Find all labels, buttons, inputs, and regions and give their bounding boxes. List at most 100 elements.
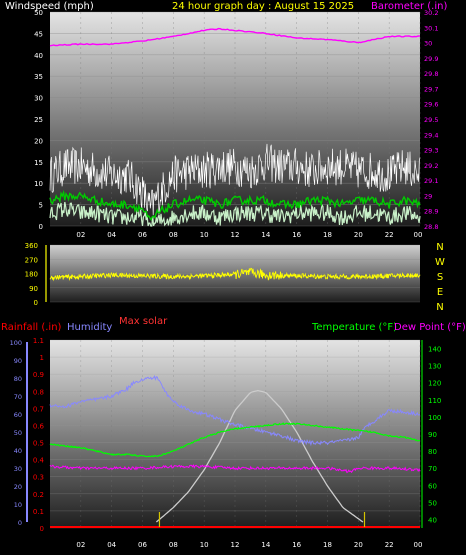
wind-x-tick: 22: [385, 231, 394, 239]
wind-y-tick: 10: [34, 180, 43, 188]
dewpoint-legend: Dew Point (°F): [394, 322, 466, 333]
wind-y-tick: 30: [34, 95, 43, 103]
rainfall-y-tick: 0.1: [33, 508, 44, 516]
data-layer: [49, 27, 421, 528]
temperature-x-tick: 04: [107, 541, 116, 549]
barometer-y-tick: 30: [424, 40, 432, 48]
wind-y-tick: 50: [34, 9, 43, 17]
barometer-y-tick: 28.9: [424, 208, 438, 216]
wind-gust-line: [49, 143, 421, 216]
temperature-x-tick: 18: [323, 541, 332, 549]
wind-x-tick: 08: [169, 231, 178, 239]
temperature-plot-area: [50, 340, 420, 528]
wind-low-line: [49, 201, 421, 227]
rainfall-y-tick: 1.1: [33, 337, 44, 345]
wind-x-tick: 00: [414, 231, 423, 239]
humidity-y-tick: 20: [14, 483, 22, 491]
temperature-y-tick: 90: [428, 431, 437, 439]
chart-title: 24 hour graph day : August 15 2025: [172, 1, 354, 12]
barometer-y-tick: 29.7: [424, 85, 438, 93]
barometer-line: [49, 27, 421, 47]
temperature-x-tick: 02: [76, 541, 85, 549]
humidity-y-tick: 90: [14, 357, 22, 365]
barometer-y-tick: 29.3: [424, 147, 438, 155]
rainfall-y-tick: 1: [40, 354, 44, 362]
direction-y-tick: 270: [25, 256, 38, 264]
rainfall-y-tick: 0.3: [33, 474, 44, 482]
humidity-y-tick: 0: [18, 519, 22, 527]
wind-x-tick: 14: [261, 231, 270, 239]
wind-y-tick: 40: [34, 52, 43, 60]
direction-y-tick: 0: [34, 299, 38, 307]
temperature-y-tick: 40: [428, 516, 437, 524]
wind-x-tick: 20: [354, 231, 363, 239]
rainfall-y-tick: 0.6: [33, 422, 45, 430]
temperature-y-tick: 110: [428, 397, 441, 405]
humidity-y-tick: 30: [14, 465, 22, 473]
barometer-y-tick: 29.5: [424, 116, 438, 124]
wind-x-tick: 06: [138, 231, 147, 239]
temperature-y-tick: 60: [428, 482, 437, 490]
rainfall-y-tick: 0.2: [33, 491, 44, 499]
barometer-y-tick: 30.1: [424, 24, 438, 32]
barometer-y-tick: 29.9: [424, 55, 438, 63]
barometer-y-tick: 29.8: [424, 70, 438, 78]
wind-y-tick: 20: [34, 137, 43, 145]
wind-y-tick: 15: [34, 159, 43, 167]
direction-y-tick: 360: [25, 242, 38, 250]
rainfall-y-tick: 0.7: [33, 405, 44, 413]
temperature-y-tick: 80: [428, 448, 437, 456]
wind-average-line: [49, 189, 421, 222]
rainfall-y-tick: 0: [40, 525, 44, 533]
humidity-y-tick: 70: [14, 393, 22, 401]
temperature-y-tick: 120: [428, 380, 441, 388]
temperature-x-tick: 00: [414, 541, 423, 549]
temperature-legend: Temperature (°F): [311, 322, 397, 333]
compass-label-n: N: [436, 242, 443, 253]
compass-label-e: E: [437, 287, 443, 298]
temperature-x-tick: 08: [169, 541, 178, 549]
wind-x-tick: 16: [292, 231, 301, 239]
humidity-y-tick: 50: [14, 429, 22, 437]
windspeed-axis-title: Windspeed (mph): [5, 1, 94, 12]
barometer-y-tick: 29.2: [424, 162, 438, 170]
temperature-line: [49, 422, 420, 458]
wind-x-tick: 12: [231, 231, 240, 239]
compass-label-n: N: [436, 302, 443, 313]
humidity-y-tick: 80: [14, 375, 22, 383]
dewpoint-line: [49, 464, 421, 474]
axes-layer: 0510152025303540455028.828.92929.129.229…: [10, 9, 445, 549]
wind-x-tick: 18: [323, 231, 332, 239]
wind-direction-line: [49, 267, 421, 282]
rainfall-y-tick: 0.9: [33, 371, 44, 379]
barometer-y-tick: 29.4: [424, 131, 438, 139]
barometer-y-tick: 28.8: [424, 223, 438, 231]
direction-y-tick: 180: [25, 271, 38, 279]
temperature-y-tick: 50: [428, 499, 437, 507]
barometer-y-tick: 29: [424, 192, 432, 200]
temperature-x-tick: 16: [292, 541, 301, 549]
compass-label-w: W: [435, 257, 445, 268]
wind-y-tick: 5: [39, 202, 43, 210]
barometer-axis-title: Barometer (.in): [371, 1, 447, 12]
temperature-x-tick: 12: [231, 541, 240, 549]
wind-y-tick: 35: [34, 73, 43, 81]
humidity-legend: Humidity: [67, 322, 112, 333]
temperature-x-tick: 10: [200, 541, 209, 549]
temperature-x-tick: 20: [354, 541, 363, 549]
humidity-line: [49, 375, 421, 447]
rainfall-y-tick: 0.5: [33, 440, 44, 448]
temperature-y-tick: 70: [428, 465, 437, 473]
temperature-x-tick: 06: [138, 541, 147, 549]
temperature-y-tick: 140: [428, 346, 441, 354]
barometer-y-tick: 29.1: [424, 177, 438, 185]
temperature-x-tick: 14: [261, 541, 270, 549]
temperature-y-tick: 130: [428, 363, 441, 371]
humidity-y-tick: 40: [14, 447, 22, 455]
wind-y-tick: 45: [34, 30, 43, 38]
wind-x-tick: 04: [107, 231, 116, 239]
wind-y-tick: 25: [34, 116, 43, 124]
temperature-y-tick: 100: [428, 414, 441, 422]
rainfall-y-tick: 0.4: [33, 457, 45, 465]
